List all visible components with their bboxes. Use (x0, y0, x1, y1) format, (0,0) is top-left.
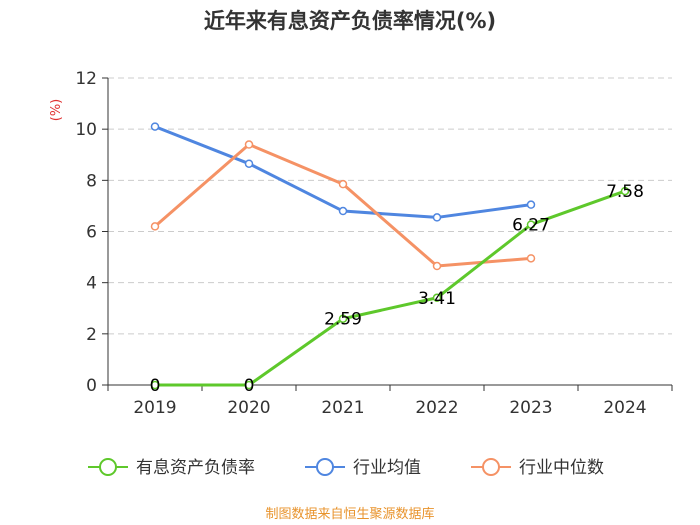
legend-marker (482, 458, 500, 476)
data-point (244, 140, 254, 149)
gridlines (108, 77, 672, 335)
y-tick-label: 10 (75, 120, 97, 140)
y-tick-label: 6 (86, 223, 97, 243)
data-point (150, 122, 160, 131)
chart-title: 近年来有息资产负债率情况(%) (204, 9, 496, 33)
y-axis-unit: (%) (49, 99, 64, 122)
data-point (526, 254, 536, 263)
data-label: 0 (150, 376, 161, 396)
data-point (244, 159, 254, 168)
legend-marker (99, 458, 117, 476)
axes: 0 2 4 6 8 10 12 2019 2020 2021 2022 2023 2024 (75, 69, 673, 418)
x-tick-label: 2021 (321, 398, 364, 418)
data-point (338, 314, 348, 323)
data-point (432, 261, 442, 271)
y-tick-label: 12 (75, 69, 97, 89)
data-point (150, 380, 160, 390)
y-tick-label: 4 (86, 274, 97, 294)
legend-marker (316, 458, 334, 476)
legend-label: 有息资产负债率 (136, 458, 255, 478)
data-label: 2.59 (324, 310, 362, 330)
series-line (154, 143, 532, 268)
y-tick-label: 2 (86, 325, 97, 345)
source-note: 制图数据来自恒生聚源数据库 (265, 506, 434, 522)
y-tick-label: 0 (86, 376, 97, 396)
series-line (155, 189, 626, 387)
legend-item[interactable]: 行业中位数 (471, 458, 604, 478)
x-tick-label: 2022 (415, 398, 458, 418)
legend-label: 行业中位数 (519, 458, 604, 478)
legend[interactable]: 有息资产负债率 行业均值 行业中位数 (88, 458, 604, 478)
data-point (620, 186, 630, 196)
x-tick-label: 2019 (133, 398, 176, 418)
data-point (150, 222, 160, 231)
data-label: 3.41 (418, 289, 456, 309)
data-point (526, 200, 536, 209)
data-label: 6.27 (512, 216, 550, 236)
legend-label: 行业均值 (353, 458, 421, 478)
series-layer (150, 122, 630, 390)
data-point (526, 220, 536, 229)
legend-item[interactable]: 行业均值 (305, 458, 421, 478)
series-line (154, 125, 532, 219)
x-tick-label: 2020 (227, 398, 270, 418)
data-labels: 0 0 2.59 3.41 6.27 7.58 (150, 182, 644, 396)
data-point (432, 213, 442, 222)
data-point (432, 293, 442, 303)
data-point (338, 179, 348, 189)
x-tick-label: 2023 (509, 398, 552, 418)
data-label: 0 (244, 376, 255, 396)
data-point (244, 380, 254, 390)
legend-item[interactable]: 有息资产负债率 (88, 458, 255, 478)
x-tick-label: 2024 (603, 398, 646, 418)
data-label: 7.58 (606, 182, 644, 202)
data-point (338, 206, 348, 216)
y-tick-label: 8 (86, 171, 97, 191)
